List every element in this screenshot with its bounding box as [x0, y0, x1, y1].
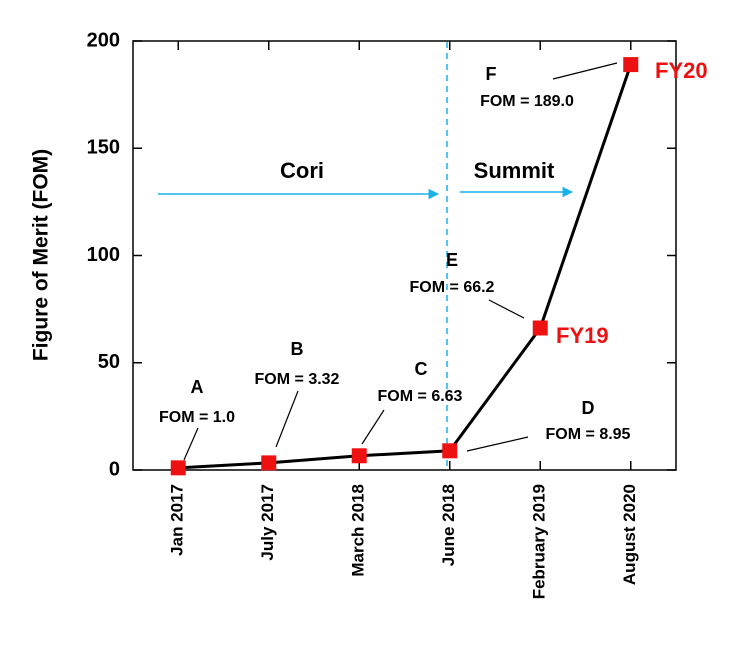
annotation: Cori [280, 158, 324, 183]
point-label: B [291, 339, 304, 359]
annotation: Summit [474, 158, 555, 183]
value-label: FOM = 6.63 [378, 388, 463, 405]
x-tick-label: March 2018 [349, 484, 368, 577]
y-tick-label: 0 [109, 458, 120, 480]
value-label: FOM = 66.2 [410, 279, 495, 296]
leader-line [361, 409, 385, 445]
point-label: E [446, 250, 458, 270]
marker [532, 320, 548, 336]
marker [623, 57, 639, 73]
x-tick-label: Jan 2017 [168, 484, 187, 556]
leader-line [552, 62, 618, 80]
leader-line [275, 390, 299, 448]
marker [170, 460, 186, 476]
fy-label: FY19 [556, 323, 609, 348]
point-label: A [191, 377, 204, 397]
leader-line [466, 436, 529, 452]
marker [442, 443, 458, 459]
marker [261, 455, 277, 471]
point-label: D [582, 398, 595, 418]
point-label: F [486, 64, 497, 84]
plot-frame [132, 40, 677, 471]
value-label: FOM = 189.0 [480, 93, 574, 110]
y-axis-label: Figure of Merit (FOM) [30, 149, 53, 361]
y-tick-label: 100 [87, 244, 120, 266]
value-label: FOM = 8.95 [546, 426, 631, 443]
x-tick-label: June 2018 [439, 484, 458, 566]
leader-line [183, 427, 199, 461]
y-tick-label: 200 [87, 29, 120, 51]
leader-line [488, 299, 525, 319]
data-line [178, 64, 633, 470]
x-tick-label: July 2017 [258, 484, 277, 561]
fy-label: FY20 [655, 58, 708, 83]
marker [351, 448, 367, 464]
point-label: C [415, 359, 428, 379]
x-tick-label: February 2019 [530, 484, 549, 599]
value-label: FOM = 1.0 [159, 409, 235, 426]
value-label: FOM = 3.32 [255, 371, 340, 388]
y-tick-label: 50 [98, 351, 120, 373]
y-tick-label: 150 [87, 137, 120, 159]
x-tick-label: August 2020 [620, 484, 639, 585]
